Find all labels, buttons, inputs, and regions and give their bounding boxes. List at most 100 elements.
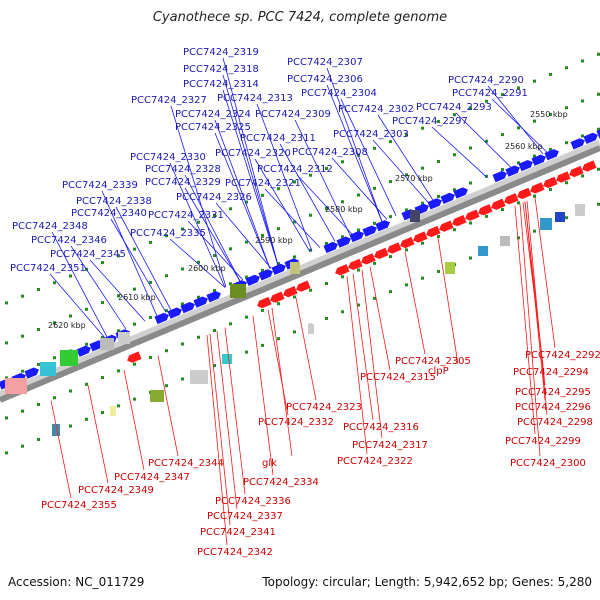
feature-box[interactable] [230, 284, 246, 298]
forward-gene-label[interactable]: PCC7424_2313 [217, 93, 293, 104]
reverse-gene-label[interactable]: PCC7424_2295 [515, 387, 591, 398]
feature-box[interactable] [52, 424, 60, 436]
forward-gene[interactable] [453, 186, 469, 199]
reverse-gene-label[interactable]: PCC7424_2341 [200, 527, 276, 538]
forward-gene[interactable] [505, 164, 521, 177]
feature-box[interactable] [410, 210, 420, 222]
forward-gene[interactable] [492, 169, 508, 183]
feature-box[interactable] [190, 370, 208, 384]
forward-gene[interactable] [336, 235, 352, 248]
reverse-gene-label[interactable]: PCC7424_2323 [286, 402, 362, 413]
reverse-gene-label[interactable]: PCC7424_2315 [360, 372, 436, 383]
reverse-gene[interactable] [490, 198, 506, 212]
reverse-gene-label[interactable]: PCC7424_2305 [395, 356, 471, 367]
forward-gene[interactable] [362, 224, 378, 237]
forward-gene-label[interactable]: PCC7424_2293 [416, 102, 492, 113]
reverse-gene[interactable] [451, 215, 467, 228]
reverse-gene-label[interactable]: PCC7424_2294 [513, 367, 589, 378]
forward-gene-label[interactable]: PCC7424_2326 [176, 192, 252, 203]
forward-gene-label[interactable]: PCC7424_2308 [292, 147, 368, 158]
forward-gene-label[interactable]: PCC7424_2302 [338, 104, 414, 115]
reverse-gene-label[interactable]: PCC7424_2347 [114, 472, 190, 483]
forward-gene-label[interactable]: PCC7424_2320 [215, 148, 291, 159]
forward-gene-label[interactable]: PCC7424_2340 [71, 208, 147, 219]
reverse-gene-label[interactable]: PCC7424_2300 [510, 458, 586, 469]
reverse-gene[interactable] [334, 264, 350, 277]
forward-gene[interactable] [544, 148, 560, 161]
forward-gene-label[interactable]: PCC7424_2339 [62, 180, 138, 191]
feature-box[interactable] [222, 354, 232, 364]
forward-gene-label[interactable]: PCC7424_2329 [145, 177, 221, 188]
reverse-gene[interactable] [126, 351, 142, 365]
forward-gene-label[interactable]: PCC7424_2291 [452, 88, 528, 99]
forward-gene[interactable] [570, 137, 586, 150]
forward-gene[interactable] [583, 131, 599, 144]
reverse-gene[interactable] [503, 193, 519, 206]
reverse-gene[interactable] [295, 280, 311, 294]
reverse-gene-label[interactable]: PCC7424_2296 [515, 402, 591, 413]
feature-box[interactable] [308, 324, 314, 334]
forward-gene-label[interactable]: PCC7424_2346 [31, 235, 107, 246]
feature-box[interactable] [555, 212, 565, 222]
forward-gene[interactable] [206, 290, 222, 303]
forward-gene-label[interactable]: PCC7424_2330 [130, 152, 206, 163]
forward-gene-label[interactable]: PCC7424_2331 [148, 210, 224, 221]
reverse-gene-label[interactable]: PCC7424_2316 [343, 422, 419, 433]
forward-gene-label[interactable]: PCC7424_2306 [287, 74, 363, 85]
reverse-gene[interactable] [282, 285, 298, 299]
forward-gene[interactable] [76, 344, 92, 357]
forward-gene[interactable] [24, 366, 40, 379]
reverse-gene[interactable] [386, 242, 402, 255]
reverse-gene-label[interactable]: PCC7424_2342 [197, 547, 273, 558]
forward-gene[interactable] [245, 273, 261, 286]
reverse-gene[interactable] [516, 187, 532, 201]
reverse-gene[interactable] [373, 247, 389, 261]
forward-gene-label[interactable]: PCC7424_2307 [287, 57, 363, 68]
reverse-gene[interactable] [425, 225, 441, 239]
reverse-gene[interactable] [412, 231, 428, 244]
feature-box[interactable] [100, 338, 114, 350]
forward-gene-label[interactable]: PCC7424_2321 [225, 178, 301, 189]
feature-box[interactable] [150, 390, 164, 402]
forward-gene-label[interactable]: PCC7424_2338 [76, 196, 152, 207]
feature-box[interactable] [500, 236, 510, 246]
forward-gene[interactable] [258, 268, 274, 281]
reverse-gene-label[interactable]: PCC7424_2298 [517, 417, 593, 428]
forward-gene[interactable] [167, 306, 183, 319]
feature-box[interactable] [445, 262, 455, 274]
feature-box[interactable] [5, 378, 27, 394]
forward-gene-label[interactable]: PCC7424_2318 [183, 64, 259, 75]
feature-box[interactable] [575, 204, 585, 216]
forward-gene[interactable] [349, 229, 365, 243]
reverse-gene-label[interactable]: PCC7424_2322 [337, 456, 413, 467]
forward-gene-label[interactable]: PCC7424_2319 [183, 47, 259, 58]
forward-gene[interactable] [518, 158, 534, 172]
feature-box[interactable] [118, 332, 130, 344]
reverse-gene-label[interactable]: PCC7424_2317 [352, 440, 428, 451]
forward-gene[interactable] [180, 300, 196, 314]
forward-gene-label[interactable]: PCC7424_2297 [392, 116, 468, 127]
reverse-gene-label[interactable]: PCC7424_2344 [148, 458, 224, 469]
forward-gene-label[interactable]: PCC7424_2324 [175, 109, 251, 120]
feature-box[interactable] [40, 362, 56, 376]
forward-gene-label[interactable]: PCC7424_2348 [12, 221, 88, 232]
reverse-gene-label[interactable]: PCC7424_2292 [525, 350, 600, 361]
reverse-gene-label[interactable]: clpP [428, 366, 449, 377]
reverse-gene[interactable] [581, 160, 597, 173]
forward-gene-label[interactable]: PCC7424_2290 [448, 75, 524, 86]
reverse-gene[interactable] [438, 220, 454, 233]
reverse-gene-label[interactable]: glk [262, 458, 277, 469]
forward-gene-label[interactable]: PCC7424_2304 [301, 88, 377, 99]
forward-gene[interactable] [271, 262, 287, 276]
forward-gene-label[interactable]: PCC7424_2309 [255, 109, 331, 120]
reverse-gene-label[interactable]: PCC7424_2334 [243, 477, 319, 488]
feature-box[interactable] [110, 406, 116, 416]
feature-box[interactable] [290, 262, 300, 274]
reverse-gene-label[interactable]: PCC7424_2336 [215, 496, 291, 507]
feature-box[interactable] [60, 350, 78, 366]
forward-gene-label[interactable]: PCC7424_2351 [10, 263, 86, 274]
reverse-gene[interactable] [542, 176, 558, 190]
reverse-gene[interactable] [360, 253, 376, 266]
feature-box[interactable] [478, 246, 488, 256]
reverse-gene-label[interactable]: PCC7424_2332 [258, 417, 334, 428]
